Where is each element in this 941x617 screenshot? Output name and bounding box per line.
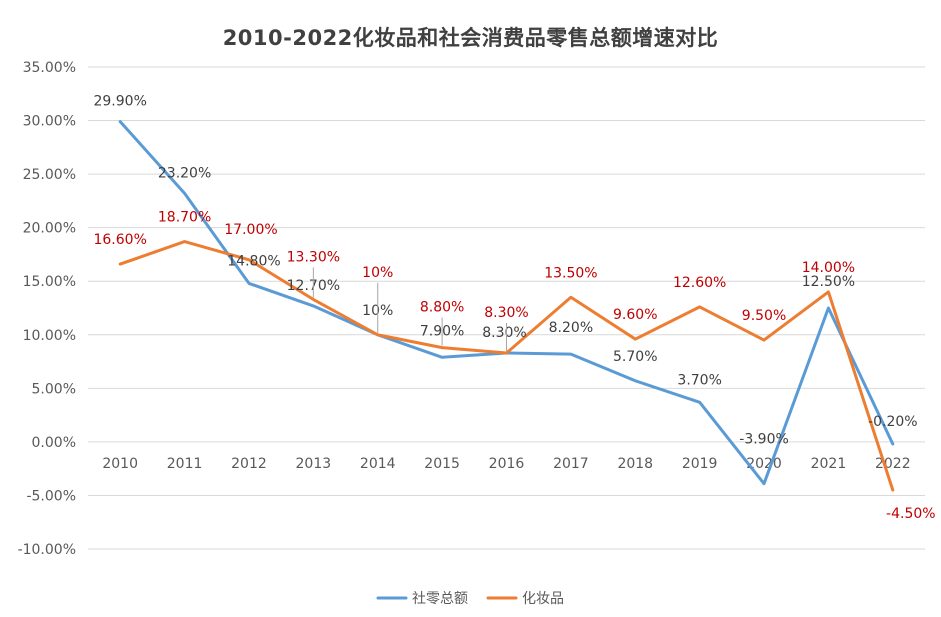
data-label: 17.00% [224,222,277,238]
legend-label: 化妆品 [522,591,564,607]
x-tick-label: 2013 [296,456,332,472]
data-label: 12.60% [673,275,726,291]
data-label: 8.80% [420,300,464,316]
y-tick-label: 10.00% [23,328,76,344]
data-label: 23.20% [158,165,211,181]
y-tick-label: 0.00% [32,435,76,451]
x-tick-label: 2016 [489,456,525,472]
x-tick-label: 2021 [811,456,847,472]
y-tick-label: -10.00% [18,542,76,558]
data-label: 14.00% [802,260,855,276]
data-label: 9.60% [613,307,657,323]
x-tick-label: 2019 [682,456,718,472]
data-label: 14.80% [227,253,280,269]
data-label: 8.30% [484,305,528,321]
data-label: 16.60% [93,232,146,248]
series-line-1 [118,240,895,492]
data-label: 8.20% [549,320,593,336]
x-tick-label: 2012 [231,456,267,472]
x-tick-label: 2017 [553,456,589,472]
data-label: 3.70% [677,372,721,388]
y-tick-label: 20.00% [23,221,76,237]
y-tick-label: 35.00% [23,60,76,76]
y-tick-label: 30.00% [23,114,76,130]
x-tick-label: 2010 [102,456,138,472]
data-label: 12.50% [802,274,855,290]
data-label: 8.30% [482,325,526,341]
data-label: 5.70% [613,349,657,365]
data-label: 13.30% [287,249,340,265]
chart-title: 2010-2022化妆品和社会消费品零售总额增速对比 [222,26,719,50]
y-tick-label: 5.00% [32,381,76,397]
y-tick-label: 15.00% [23,274,76,290]
y-tick-label: -5.00% [26,488,76,504]
data-label: 9.50% [742,308,786,324]
data-label: 18.70% [158,210,211,226]
data-label: -3.90% [739,432,789,448]
series-line-0 [118,120,895,486]
data-label: 10% [362,265,393,281]
x-tick-label: 2011 [167,456,203,472]
data-label: -4.50% [886,506,936,522]
x-tick-label: 2015 [424,456,460,472]
legend-label: 社零总额 [412,591,468,607]
x-tick-label: 2018 [617,456,653,472]
data-label: -0.20% [868,414,918,430]
x-tick-label: 2014 [360,456,396,472]
y-tick-label: 25.00% [23,167,76,183]
x-tick-label: 2022 [875,456,911,472]
data-label: 29.90% [93,94,146,110]
data-label: 13.50% [544,265,597,281]
